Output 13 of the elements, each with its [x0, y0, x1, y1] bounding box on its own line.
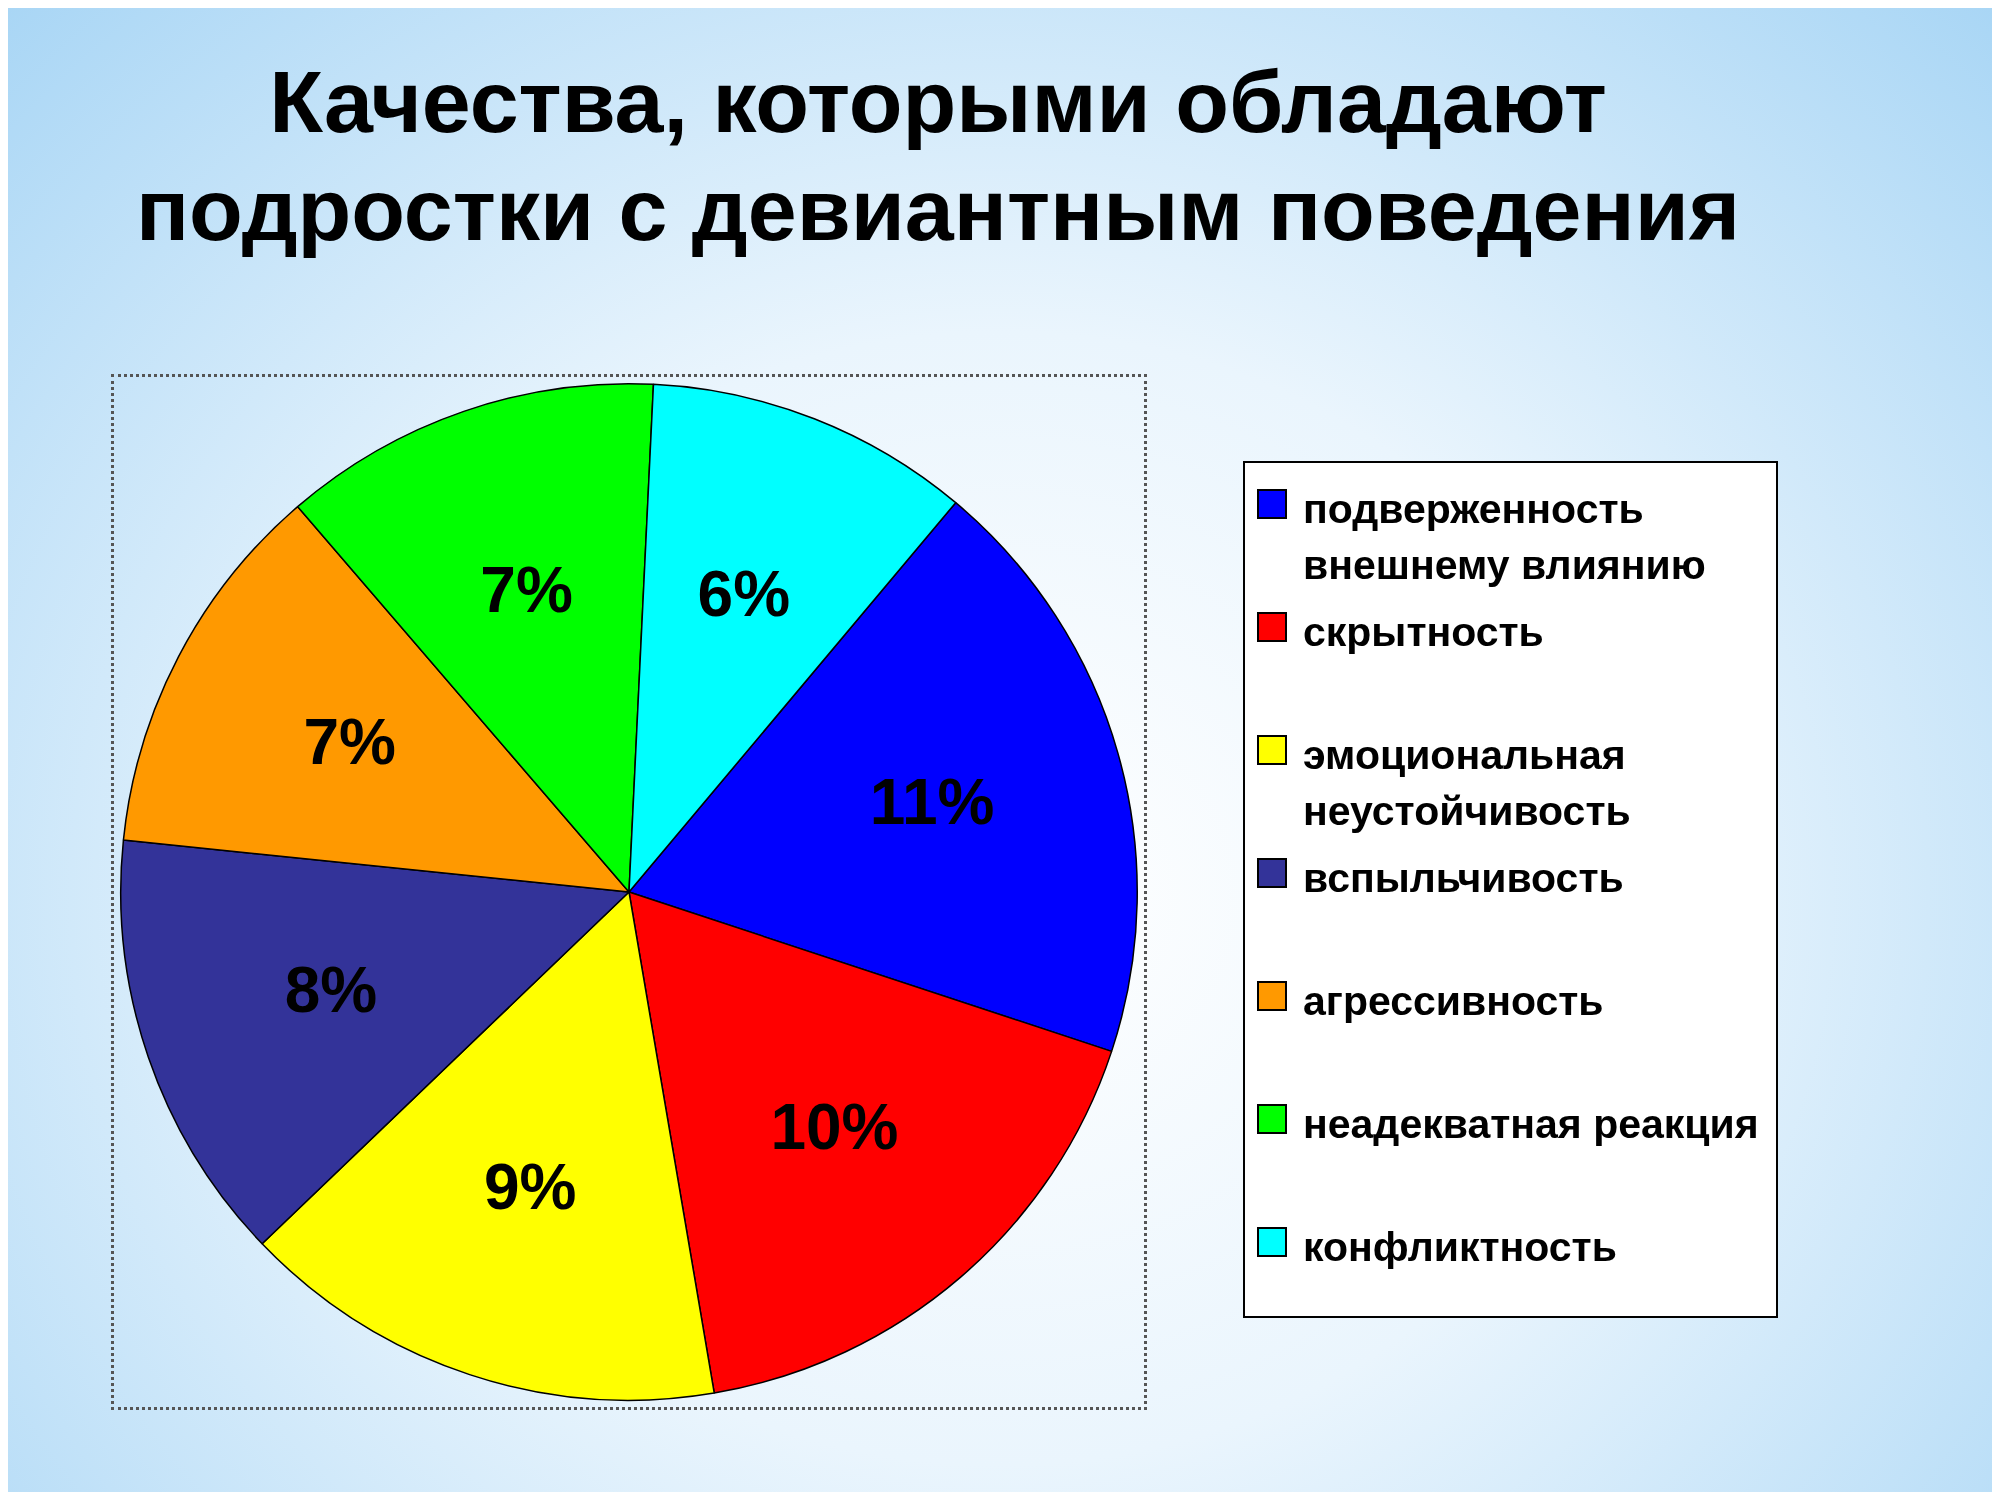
legend-label: вспыльчивость — [1303, 854, 1624, 903]
data-label: 6% — [697, 558, 791, 631]
data-label: 11% — [869, 765, 995, 838]
data-label: 8% — [284, 954, 378, 1027]
legend-label: агрессивность — [1303, 977, 1604, 1026]
legend-label: скрытность — [1303, 608, 1544, 657]
chart-title: Качества, которыми обладают подростки с девиантным поведения — [134, 51, 1742, 261]
data-label: 10% — [770, 1090, 899, 1163]
legend-label: конфликтность — [1303, 1223, 1617, 1272]
data-label: 9% — [483, 1150, 577, 1223]
legend-label: неадекватная реакция — [1303, 1100, 1759, 1149]
data-label: 7% — [480, 553, 573, 626]
data-label: 7% — [303, 705, 396, 778]
